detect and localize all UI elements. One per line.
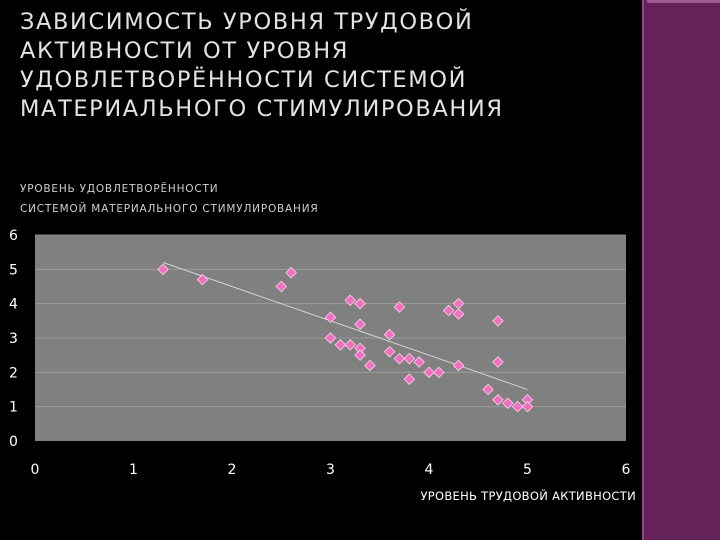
data-points [157,263,534,413]
data-point-0 [157,263,169,276]
y-tick-label: 2 [9,365,18,381]
y-tick-label: 3 [9,331,18,347]
data-point-19 [413,356,425,368]
y-tick-label: 0 [9,434,18,450]
data-point-7 [393,301,406,313]
data-point-31 [502,397,514,409]
data-point-2 [275,280,288,293]
data-point-29 [482,383,494,396]
gridlines [35,234,626,408]
data-point-16 [383,345,396,358]
data-point-11 [344,339,356,351]
data-point-9 [324,332,337,344]
data-point-30 [492,394,504,406]
sidebar-accent [647,0,720,3]
data-point-14 [364,359,376,372]
decorative-sidebar [642,0,720,540]
data-point-18 [403,352,416,365]
y-tick-label: 4 [9,297,18,313]
data-point-4 [324,311,337,324]
y-tick-label: 5 [9,262,18,278]
x-tick-label: 3 [326,462,335,478]
x-tick-labels: 0 1 2 3 4 5 6 [31,462,631,478]
x-tick-label: 0 [31,462,40,478]
x-tick-label: 6 [622,462,631,478]
y-axis-label-line-2: СИСТЕМОЙ МАТЕРИАЛЬНОГО СТИМУЛИРОВАНИЯ [20,202,318,215]
data-point-22 [433,366,445,379]
data-point-28 [492,356,504,368]
x-tick-label: 4 [425,462,434,478]
y-tick-label: 6 [9,228,18,244]
data-point-20 [403,373,416,385]
data-point-13 [354,349,366,361]
data-point-5 [344,294,356,306]
data-point-3 [285,267,297,279]
data-point-17 [393,352,406,365]
data-point-1 [196,273,209,286]
x-tick-label: 1 [129,462,138,478]
x-tick-label: 2 [228,462,237,478]
data-point-25 [452,308,465,320]
data-point-27 [492,315,504,327]
data-point-32 [511,400,524,413]
data-point-6 [354,297,366,310]
data-point-26 [452,359,465,372]
scatter-chart: УРОВЕНЬ УДОВЛЕТВОРЁННОСТИ СИСТЕМОЙ МАТЕР… [9,182,636,503]
y-axis-label-line-1: УРОВЕНЬ УДОВЛЕТВОРЁННОСТИ [20,182,218,195]
y-tick-label: 1 [9,400,18,416]
data-point-8 [354,318,366,331]
x-axis-label: УРОВЕНЬ ТРУДОВОЙ АКТИВНОСТИ [420,488,636,503]
data-point-34 [521,400,534,413]
data-point-23 [442,304,455,317]
y-tick-labels: 0 1 2 3 4 5 6 [9,228,18,450]
data-point-15 [383,328,396,341]
data-point-10 [334,339,347,351]
trendline [162,262,528,390]
sidebar-highlight [642,0,644,540]
slide-title: ЗАВИСИМОСТЬ УРОВНЯ ТРУДОВОЙ АКТИВНОСТИ О… [20,9,504,122]
data-point-21 [423,366,435,379]
x-tick-label: 5 [523,462,532,478]
